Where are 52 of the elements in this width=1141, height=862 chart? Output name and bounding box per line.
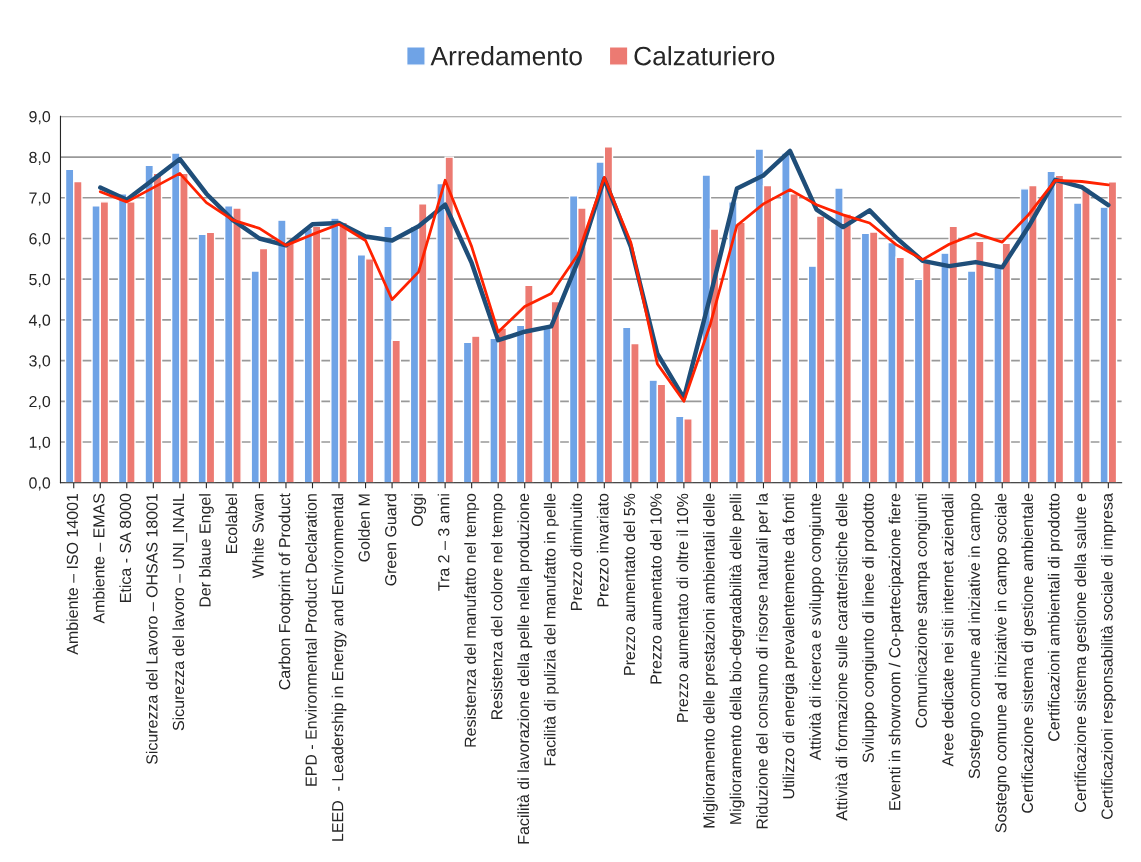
x-tick-label: Sostegno comune ad iniziative in campo sociale xyxy=(994,493,1010,833)
x-tick-label: Attività di ricerca e sviluppo congiunte xyxy=(808,493,825,761)
x-tick-label: Golden M xyxy=(358,494,370,562)
y-tick-label: 6,0 xyxy=(29,233,51,247)
x-tick-label: Sicurezza del lavoro – UNI_INAIL xyxy=(172,493,188,731)
x-tick-label: Ambiente – ISO 14001 xyxy=(66,493,79,655)
x-tick-label: Prezzo aumentato del 10% xyxy=(649,493,662,684)
y-tick-label: 2,0 xyxy=(29,395,51,410)
x-tick-label: Oggi xyxy=(411,494,427,527)
y-tick-label: 1,0 xyxy=(29,436,51,450)
x-tick-label: Certificazione sistema di gestione ambientale xyxy=(1021,493,1037,813)
x-tick-label: Certificazioni ambientali di prodotto xyxy=(1047,493,1063,741)
y-tick-label: 9,0 xyxy=(29,111,51,125)
x-tick-label: Attività di formazione sulle caratteristiche delle xyxy=(835,493,848,821)
x-tick-label: Der blaue Engel xyxy=(198,494,214,607)
x-tick-label: Sicurezza del Lavoro – OHSAS 18001 xyxy=(145,493,158,765)
y-tick-label: 7,0 xyxy=(29,192,51,206)
y-tick-label: 0,0 xyxy=(29,477,51,491)
x-tick-label: White Swan xyxy=(251,494,264,579)
legend-label: Calzaturiero xyxy=(634,46,775,66)
x-tick-label: Miglioramento delle prestazioni ambientali delle xyxy=(702,493,718,828)
y-tick-label: 8,0 xyxy=(29,151,51,165)
x-tick-label: Sviluppo congiunto di linee di prodotto xyxy=(862,493,878,763)
x-tick-label: Comunicazione stampa congiunti xyxy=(915,494,931,728)
y-tick-label: 3,0 xyxy=(29,355,51,369)
x-tick-label: Ecolabel xyxy=(225,494,238,554)
x-tick-label: Aree dedicate nei siti internet aziendali xyxy=(941,494,954,767)
x-tick-label: Green Guard xyxy=(384,494,397,586)
x-tick-label: Tra 2 – 3 anni xyxy=(437,494,450,591)
x-tick-label: Riduzione del consumo di risorse naturali per la xyxy=(756,493,771,829)
x-tick-label: Miglioramento della bio-degradabilità delle pelli xyxy=(729,494,745,824)
x-tick-label: Ambiente – EMAS xyxy=(92,493,105,624)
x-tick-label: Etica - SA 8000 xyxy=(119,493,132,602)
x-tick-label: Facilità di lavorazione della pelle nella produzione xyxy=(517,493,533,844)
x-tick-label: Certificazione sistema gestione della salute e xyxy=(1074,493,1090,812)
x-tick-label: Resistenza del colore nel tempo xyxy=(490,493,506,720)
x-tick-label: Prezzo diminuito xyxy=(570,493,583,610)
x-tick-label: Prezzo aumentato del 5% xyxy=(623,493,636,675)
x-tick-label: Prezzo aumentato di oltre il 10% xyxy=(676,493,689,722)
y-tick-label: 4,0 xyxy=(28,314,51,328)
x-tick-label: Facilità di pulizia del manufatto in pelle xyxy=(543,493,559,766)
x-tick-label: Sostegno comune ad iniziative in campo xyxy=(968,493,984,779)
x-tick-label: Utilizzo di energia prevalentemente da fonti xyxy=(782,494,798,799)
x-tick-label: Eventi in showroom / Co-partecipazione fiere xyxy=(888,493,904,810)
x-tick-label: Resistenza del manufatto nel tempo xyxy=(464,493,480,747)
x-tick-label: Prezzo invariato xyxy=(596,493,609,607)
x-tick-label: LEED - Leadership in Energy and Environmental xyxy=(331,494,347,841)
x-tick-label: EPD - Environmental Product Declaration xyxy=(305,494,317,786)
x-tick-label: Certificazioni responsabilità sociale di impresa xyxy=(1100,493,1116,819)
y-tick-label: 5,0 xyxy=(29,273,51,288)
legend-label: Arredamento xyxy=(430,46,582,66)
x-tick-label: Carbon Footprint of Product xyxy=(278,493,294,690)
